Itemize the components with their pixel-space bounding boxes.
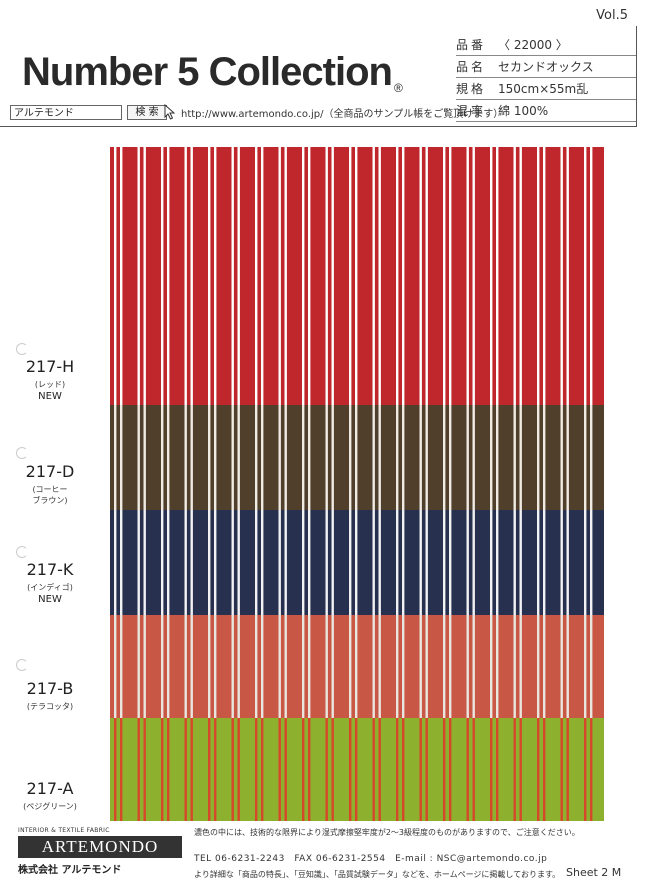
stripe-pattern bbox=[110, 718, 604, 821]
spec-row-number: 品番 〈 22000 〉 bbox=[456, 34, 636, 56]
collection-title-text: Number 5 Collection bbox=[22, 50, 393, 94]
spec-label: 規格 bbox=[456, 82, 487, 96]
sample-color-name: (インディゴ) bbox=[27, 583, 73, 592]
sheet-label: Sheet 2 M bbox=[566, 866, 622, 879]
sample-label: 217-B (テラコッタ) bbox=[0, 679, 100, 712]
sample-code: 217-K bbox=[26, 560, 74, 579]
spec-value: 150cm×55m乱 bbox=[498, 82, 589, 96]
search-bar: アルテモンド 検 索 http://www.artemondo.co.jp/（全… bbox=[10, 104, 503, 120]
website-url[interactable]: http://www.artemondo.co.jp/（全商品のサンプル帳をご覧… bbox=[181, 108, 504, 120]
fabric-swatch bbox=[110, 147, 604, 405]
volume-label: Vol.5 bbox=[596, 8, 628, 23]
fabric-swatch bbox=[110, 510, 604, 615]
footer-note: 濃色の中には、技術的な限界により湿式摩擦堅牢度が2～3級程度のものがありますので… bbox=[194, 828, 580, 837]
binder-hole bbox=[16, 659, 28, 671]
sample-label: 217-A (ペジグリーン) bbox=[0, 779, 100, 812]
new-badge: NEW bbox=[38, 594, 62, 605]
stripe-pattern bbox=[110, 510, 604, 615]
spec-value: 〈 22000 〉 bbox=[498, 38, 568, 52]
spec-row-name: 品名 セカンドオックス bbox=[456, 56, 636, 78]
stripe-pattern bbox=[110, 147, 604, 405]
header-divider-vertical bbox=[636, 26, 637, 127]
sample-label: 217-H (レッド) NEW bbox=[0, 357, 100, 402]
stripe-pattern bbox=[110, 615, 604, 718]
sample-color-name: (ペジグリーン) bbox=[23, 802, 77, 811]
sample-color-name: (レッド) bbox=[34, 380, 66, 389]
sample-color-name: (コーヒー ブラウン) bbox=[32, 485, 68, 505]
binder-hole bbox=[16, 447, 28, 459]
spec-value: セカンドオックス bbox=[498, 60, 594, 74]
spec-row-size: 規格 150cm×55m乱 bbox=[456, 78, 636, 100]
sample-color-name: (テラコッタ) bbox=[26, 702, 74, 711]
sample-label: 217-K (インディゴ) NEW bbox=[0, 560, 100, 605]
cursor-icon bbox=[164, 104, 176, 120]
search-button[interactable]: 検 索 bbox=[127, 104, 167, 120]
fabric-swatch bbox=[110, 718, 604, 821]
search-input[interactable]: アルテモンド bbox=[10, 104, 122, 120]
brand-tagline: INTERIOR & TEXTILE FABRIC bbox=[18, 827, 110, 834]
sample-code: 217-B bbox=[26, 679, 74, 698]
binder-hole bbox=[16, 546, 28, 558]
fabric-swatch bbox=[110, 615, 604, 718]
spec-row-composition: 混率 綿 100% bbox=[456, 100, 636, 122]
stripe-pattern bbox=[110, 405, 604, 510]
spec-table: 品番 〈 22000 〉 品名 セカンドオックス 規格 150cm×55m乱 混… bbox=[456, 34, 636, 122]
header-divider bbox=[0, 126, 636, 127]
sample-code: 217-H bbox=[25, 357, 75, 376]
registered-mark: ® bbox=[393, 81, 403, 95]
footer-contact: TEL 06-6231-2243 FAX 06-6231-2554 E-mail… bbox=[194, 854, 548, 864]
collection-title: Number 5 Collection ® bbox=[22, 50, 403, 95]
footer-more-info: より詳細な「商品の特長」、「豆知識」、「品質試験データ」などを、ホームページに掲… bbox=[194, 870, 561, 879]
brand-logo: ARTEMONDO bbox=[18, 836, 182, 858]
spec-value: 綿 100% bbox=[498, 104, 549, 118]
spec-label: 混率 bbox=[456, 104, 487, 118]
spec-label: 品名 bbox=[456, 60, 487, 74]
binder-hole bbox=[16, 343, 28, 355]
fabric-swatch bbox=[110, 405, 604, 510]
sample-code: 217-A bbox=[26, 779, 74, 798]
sample-code: 217-D bbox=[25, 462, 75, 481]
company-name: 株式会社 アルテモンド bbox=[18, 865, 122, 876]
spec-label: 品番 bbox=[456, 38, 487, 52]
new-badge: NEW bbox=[38, 391, 62, 402]
sample-label: 217-D (コーヒー ブラウン) bbox=[0, 462, 100, 506]
brand-block: INTERIOR & TEXTILE FABRIC ARTEMONDO 株式会社… bbox=[18, 827, 188, 876]
